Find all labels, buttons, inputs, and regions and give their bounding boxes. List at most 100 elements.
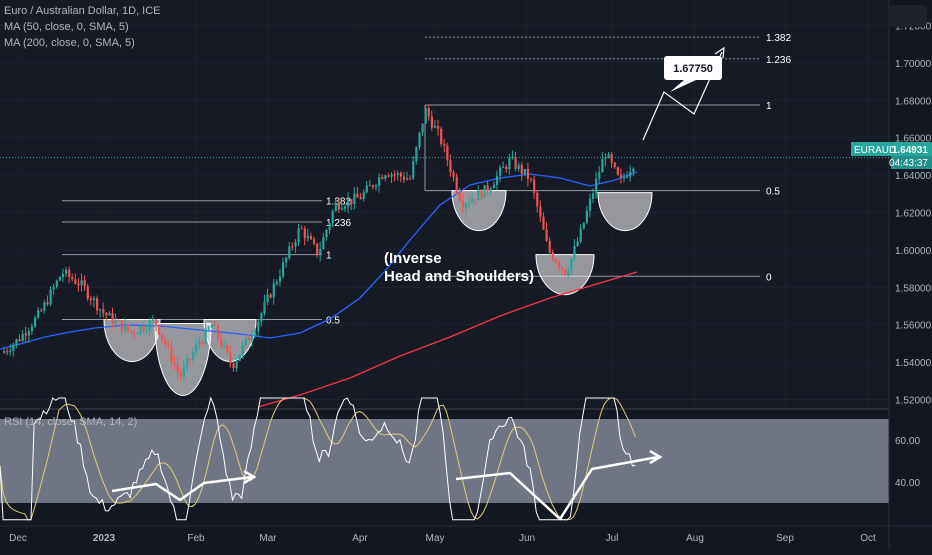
x-tick-label: Aug bbox=[686, 533, 704, 544]
y-tick-label: 1.58000 bbox=[895, 283, 932, 294]
rsi-arrow-right bbox=[455, 455, 659, 521]
candle-body bbox=[142, 326, 145, 331]
candle-body bbox=[362, 192, 365, 200]
candle-body bbox=[99, 309, 102, 311]
candle-body bbox=[464, 203, 468, 209]
candle-body bbox=[12, 344, 15, 351]
candle-body bbox=[306, 235, 309, 239]
x-tick-label: Jul bbox=[606, 533, 619, 544]
candle-body bbox=[592, 193, 595, 199]
candle-body bbox=[347, 199, 350, 207]
target-callout-label: 1.67750 bbox=[673, 63, 713, 75]
candle-body bbox=[275, 281, 278, 284]
candle-body bbox=[554, 259, 557, 263]
candle-body bbox=[27, 331, 30, 336]
candle-body bbox=[545, 229, 548, 241]
candle-body bbox=[595, 178, 598, 194]
candle-body bbox=[192, 351, 195, 360]
candle-body bbox=[108, 312, 111, 316]
candle-body bbox=[387, 175, 390, 177]
candle-body bbox=[77, 283, 80, 286]
candle-body bbox=[582, 222, 585, 229]
candle-body bbox=[223, 345, 226, 347]
candle-body bbox=[96, 298, 99, 311]
candle-body bbox=[266, 294, 269, 303]
candle-body bbox=[561, 267, 564, 270]
candle-body bbox=[396, 173, 399, 175]
candle-body bbox=[285, 257, 288, 263]
candle-body bbox=[9, 350, 12, 352]
x-tick-label: Jun bbox=[519, 533, 535, 544]
y-tick-label: 1.62000 bbox=[895, 209, 932, 220]
candle-body bbox=[83, 280, 86, 287]
candle-body bbox=[111, 312, 114, 324]
candle-body bbox=[623, 177, 626, 179]
candle-body bbox=[526, 168, 530, 179]
candle-body bbox=[251, 335, 254, 340]
candle-body bbox=[452, 172, 455, 177]
rsi-line bbox=[0, 396, 636, 521]
candle-body bbox=[18, 339, 21, 341]
candle-body bbox=[201, 343, 204, 345]
candle-body bbox=[254, 331, 257, 336]
rsi-arrow-left bbox=[111, 475, 253, 502]
settings-button[interactable] bbox=[889, 5, 927, 27]
candle-body bbox=[409, 178, 412, 180]
candle-body bbox=[198, 343, 201, 345]
candle-body bbox=[579, 228, 582, 242]
rsi-tick-label: 40.00 bbox=[895, 478, 920, 489]
candle-body bbox=[402, 176, 406, 180]
candle-body bbox=[46, 302, 49, 305]
y-tick-label: 1.56000 bbox=[895, 321, 932, 332]
candle-body bbox=[173, 362, 176, 365]
candle-body bbox=[151, 319, 154, 321]
candle-body bbox=[164, 339, 167, 345]
y-tick-label: 1.52000 bbox=[895, 396, 932, 407]
candle-body bbox=[511, 157, 514, 159]
candle-body bbox=[30, 326, 34, 332]
candle-body bbox=[43, 302, 46, 311]
candle-body bbox=[272, 283, 275, 298]
candle-body bbox=[468, 202, 471, 204]
candle-body bbox=[471, 198, 474, 203]
candle-body bbox=[229, 352, 232, 364]
candle-body bbox=[629, 171, 632, 177]
candle-body bbox=[235, 360, 238, 369]
candle-body bbox=[576, 241, 579, 247]
x-tick-label: Mar bbox=[259, 533, 277, 544]
candle-body bbox=[344, 206, 347, 209]
price-tag-box bbox=[851, 142, 932, 156]
candle-body bbox=[105, 312, 108, 316]
candle-body bbox=[49, 289, 52, 305]
candle-body bbox=[508, 158, 511, 170]
candle-body bbox=[158, 324, 161, 335]
candle-body bbox=[477, 190, 480, 201]
candle-body bbox=[378, 177, 381, 186]
pattern-shape bbox=[597, 192, 653, 232]
price-tag-price: 1.64931 bbox=[892, 145, 929, 156]
candle-body bbox=[446, 145, 449, 161]
candle-body bbox=[607, 154, 610, 158]
y-tick-label: 1.64000 bbox=[895, 171, 932, 182]
candle-body bbox=[536, 192, 539, 207]
candle-body bbox=[182, 366, 185, 377]
candle-body bbox=[458, 191, 461, 201]
x-tick-label: Oct bbox=[860, 533, 876, 544]
rsi-signal-line bbox=[0, 397, 636, 521]
candle-body bbox=[55, 280, 58, 287]
y-tick-label: 1.70000 bbox=[895, 59, 932, 70]
candle-body bbox=[145, 330, 148, 332]
candle-body bbox=[449, 160, 452, 173]
candle-body bbox=[15, 339, 18, 345]
candle-body bbox=[133, 331, 136, 334]
candle-body bbox=[421, 123, 424, 133]
candle-body bbox=[322, 237, 325, 250]
x-tick-label: 2023 bbox=[93, 533, 116, 544]
fib-level-label: 1.382 bbox=[766, 33, 791, 44]
candle-body bbox=[114, 320, 117, 324]
candle-body bbox=[573, 246, 576, 259]
candle-body bbox=[455, 176, 458, 192]
ma50-legend: MA (50, close, 0, SMA, 5) bbox=[4, 21, 129, 33]
candle-body bbox=[52, 286, 55, 290]
